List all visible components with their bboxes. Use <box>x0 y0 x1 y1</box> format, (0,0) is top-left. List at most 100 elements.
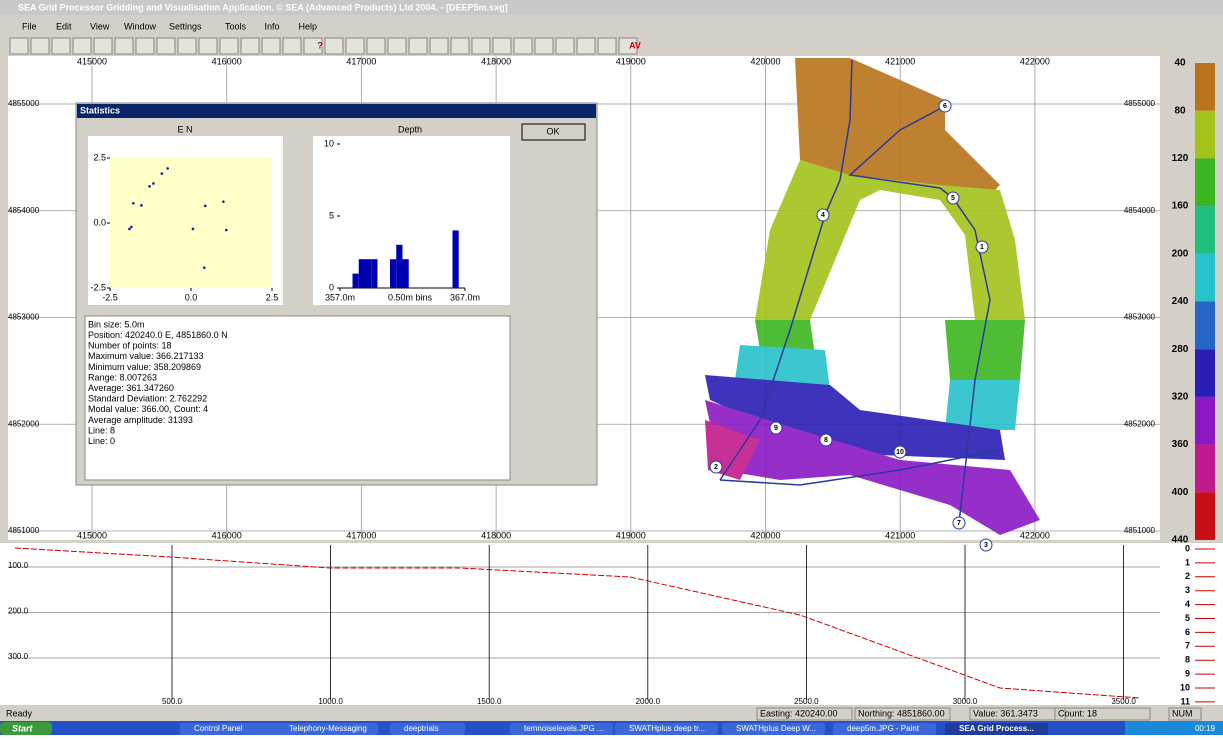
toolbar-button[interactable] <box>597 37 617 55</box>
scale-label: 280 <box>1172 344 1189 355</box>
toolbar-button[interactable] <box>387 37 407 55</box>
stat-line: Bin size: 5.0m <box>88 319 145 329</box>
menu-item[interactable]: Window <box>124 21 157 31</box>
waypoint <box>938 99 952 113</box>
toolbar-button[interactable] <box>576 37 596 55</box>
toolbar-button[interactable] <box>471 37 491 55</box>
en-point <box>132 201 135 205</box>
toolbar-button[interactable] <box>534 37 554 55</box>
title-bar <box>0 0 1223 15</box>
scale-label: 240 <box>1172 296 1189 307</box>
depth-bar <box>371 259 378 288</box>
profile-y-label: 200.0 <box>8 607 29 616</box>
toolbar-button[interactable] <box>429 37 449 55</box>
scale-swatch <box>1195 158 1215 207</box>
menu-item[interactable]: Tools <box>225 21 247 31</box>
task-button[interactable] <box>615 723 718 735</box>
waypoint-label: 1 <box>980 244 984 251</box>
status-panel <box>969 707 1066 721</box>
profile-y-label: 300.0 <box>8 652 29 661</box>
toolbar-button[interactable] <box>450 37 470 55</box>
scale-label: 40 <box>1174 58 1186 69</box>
toolbar-button[interactable] <box>198 37 218 55</box>
task-button[interactable] <box>390 723 465 735</box>
en-x-label: 0.0 <box>185 292 198 302</box>
scale-swatch <box>1195 396 1215 445</box>
toolbar-button[interactable] <box>555 37 575 55</box>
stat-line: Range: 8.007263 <box>88 372 157 382</box>
en-point <box>130 225 133 229</box>
toolbar-button[interactable] <box>177 37 197 55</box>
toolbar-button[interactable] <box>135 37 155 55</box>
profile-x-label: 3500.0 <box>1111 697 1136 706</box>
toolbar-button[interactable] <box>30 37 50 55</box>
stat-line: Number of points: 18 <box>88 341 172 351</box>
en-point <box>160 172 164 175</box>
waypoint <box>819 433 833 447</box>
task-button[interactable] <box>275 723 378 735</box>
toolbar-button[interactable] <box>513 37 533 55</box>
map-x-label: 416000 <box>212 530 242 540</box>
map-x-label: 418000 <box>481 530 511 540</box>
depth-y-label: 10 <box>324 138 334 148</box>
task-button[interactable] <box>510 723 613 735</box>
toolbar-button[interactable] <box>345 37 365 55</box>
toolbar-button[interactable] <box>9 37 29 55</box>
depth-bar <box>452 230 459 288</box>
toolbar-button[interactable] <box>219 37 239 55</box>
task-button[interactable] <box>180 723 283 735</box>
scale-label: 440 <box>1172 535 1189 546</box>
scale-swatch <box>1195 444 1215 493</box>
en-point <box>203 204 207 208</box>
ok-button[interactable] <box>521 123 586 141</box>
en-y-label: 0.0 <box>93 217 106 227</box>
start-button[interactable] <box>0 722 52 735</box>
task-button[interactable] <box>833 723 936 735</box>
task-label: temnoiselevels.JPG ... <box>524 724 604 733</box>
tray <box>1125 721 1223 735</box>
toolbar-av: AV <box>629 40 641 50</box>
depth-x-label: 367.0m <box>450 292 480 302</box>
map-y-label: 4855000 <box>8 99 40 108</box>
en-point <box>222 200 225 203</box>
toolbar-button[interactable] <box>261 37 281 55</box>
task-button[interactable] <box>722 723 825 735</box>
depth-y-label: 5 <box>329 210 334 220</box>
profile-trace <box>14 547 1141 699</box>
map-x-label: 420000 <box>750 56 780 66</box>
menu-item[interactable]: Edit <box>56 21 72 31</box>
toolbar-button[interactable] <box>72 37 92 55</box>
menu-item[interactable]: Settings <box>169 21 202 31</box>
scale-label: 320 <box>1172 392 1189 403</box>
toolbar-button[interactable] <box>156 37 176 55</box>
scale-swatch <box>1195 110 1215 159</box>
toolbar-button[interactable] <box>51 37 71 55</box>
toolbar-button[interactable] <box>114 37 134 55</box>
depth-bar <box>358 259 365 288</box>
line-label: 6 <box>1185 627 1190 637</box>
toolbar-button[interactable] <box>93 37 113 55</box>
map-y-label: 4853000 <box>8 313 40 322</box>
toolbar-button[interactable] <box>282 37 302 55</box>
line-label: 0 <box>1185 543 1190 553</box>
waypoint <box>816 208 830 222</box>
waypoint <box>946 191 960 205</box>
toolbar-button[interactable] <box>303 37 323 55</box>
toolbar-button[interactable] <box>408 37 428 55</box>
toolbar-button[interactable] <box>492 37 512 55</box>
menu-item[interactable]: File <box>22 21 37 31</box>
toolbar-button[interactable] <box>324 37 344 55</box>
line-label: 1 <box>1185 557 1190 567</box>
scale-swatch <box>1195 253 1215 302</box>
toolbar-button[interactable] <box>240 37 260 55</box>
waypoint <box>769 421 783 435</box>
menu-item[interactable]: View <box>90 21 110 31</box>
menu-item[interactable]: Info <box>265 21 280 31</box>
toolbar-button[interactable] <box>618 37 638 55</box>
toolbar-button[interactable] <box>366 37 386 55</box>
stat-line: Average amplitude: 31393 <box>88 415 193 425</box>
task-button[interactable] <box>945 723 1048 735</box>
map-x-label: 418000 <box>481 56 511 66</box>
menu-item[interactable]: Help <box>299 21 318 31</box>
